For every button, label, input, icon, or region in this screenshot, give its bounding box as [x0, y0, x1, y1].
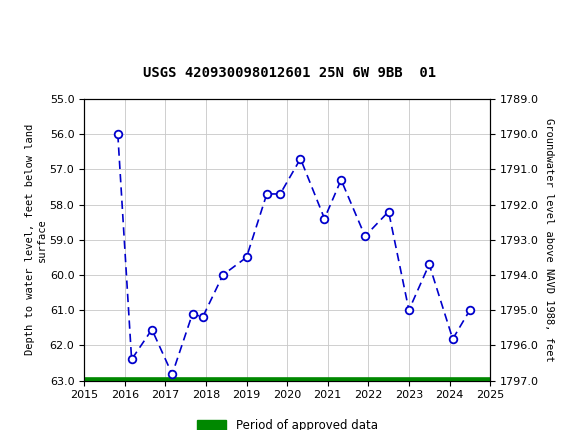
Y-axis label: Groundwater level above NAVD 1988, feet: Groundwater level above NAVD 1988, feet [545, 118, 554, 362]
Text: ▓USGS: ▓USGS [3, 11, 72, 29]
Text: USGS 420930098012601 25N 6W 9BB  01: USGS 420930098012601 25N 6W 9BB 01 [143, 65, 437, 80]
FancyBboxPatch shape [3, 3, 58, 37]
Y-axis label: Depth to water level, feet below land
surface: Depth to water level, feet below land su… [26, 124, 47, 355]
Legend: Period of approved data: Period of approved data [192, 414, 382, 430]
